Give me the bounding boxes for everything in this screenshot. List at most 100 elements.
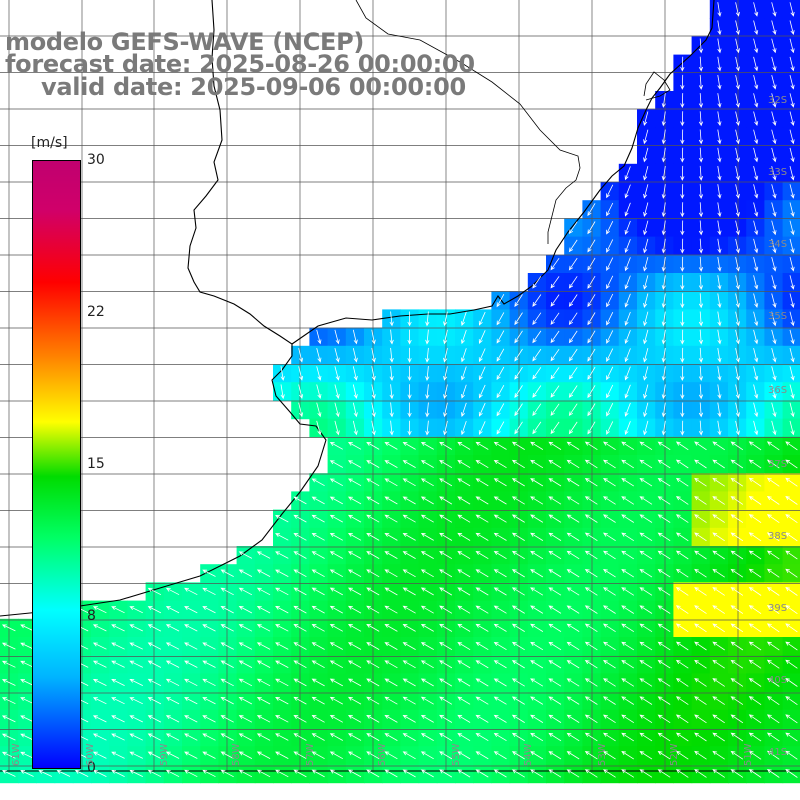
wind-arrow bbox=[202, 715, 216, 723]
wind-arrow bbox=[352, 348, 358, 363]
wind-arrow bbox=[493, 642, 507, 651]
wind-arrow bbox=[643, 384, 649, 399]
wind-arrow bbox=[712, 514, 725, 523]
wind-arrow bbox=[511, 732, 525, 742]
wind-arrow bbox=[661, 311, 666, 327]
wind-arrow bbox=[766, 605, 780, 615]
wind-arrow bbox=[566, 732, 580, 742]
wind-arrow bbox=[311, 569, 325, 578]
wind-arrow bbox=[311, 533, 325, 541]
wind-arrow bbox=[371, 366, 376, 381]
wind-arrow bbox=[694, 769, 707, 778]
wind-arrow bbox=[698, 293, 704, 309]
wind-arrow bbox=[496, 385, 505, 399]
wind-arrow bbox=[352, 420, 358, 436]
wind-arrow bbox=[511, 532, 525, 541]
speed-cell bbox=[600, 345, 620, 365]
wind-arrow bbox=[439, 605, 453, 614]
wind-arrow bbox=[92, 642, 107, 650]
wind-arrow bbox=[298, 348, 304, 363]
wind-arrow bbox=[184, 678, 198, 687]
wind-arrow bbox=[694, 750, 707, 760]
wind-arrow bbox=[493, 605, 507, 614]
wind-arrow bbox=[548, 550, 562, 560]
wind-arrow bbox=[275, 551, 289, 559]
speed-cell bbox=[564, 382, 583, 401]
wind-arrow bbox=[584, 750, 598, 760]
wind-arrow bbox=[771, 111, 777, 126]
wind-arrow bbox=[789, 2, 795, 17]
wind-arrow bbox=[657, 641, 671, 651]
wind-arrow bbox=[566, 751, 580, 760]
wind-arrow bbox=[275, 715, 289, 723]
wind-arrow bbox=[530, 696, 544, 705]
wind-arrow bbox=[766, 495, 780, 505]
wind-arrow bbox=[347, 624, 362, 632]
wind-arrow bbox=[384, 696, 398, 705]
wind-arrow bbox=[643, 238, 649, 254]
wind-arrow bbox=[771, 184, 777, 199]
wind-arrow bbox=[748, 441, 762, 451]
wind-arrow bbox=[643, 329, 649, 345]
wind-arrow bbox=[275, 642, 289, 650]
wind-arrow bbox=[730, 696, 744, 705]
wind-arrow bbox=[293, 514, 307, 523]
wind-arrow bbox=[603, 714, 616, 724]
wind-arrow bbox=[366, 496, 380, 505]
wind-arrow bbox=[496, 403, 505, 417]
wind-arrow bbox=[316, 402, 322, 418]
wind-arrow bbox=[624, 239, 631, 254]
wind-arrow bbox=[329, 587, 343, 596]
wind-arrow bbox=[402, 460, 416, 468]
wind-arrow bbox=[606, 384, 614, 399]
wind-arrow bbox=[475, 569, 489, 578]
wind-arrow bbox=[548, 714, 562, 723]
wind-arrow bbox=[568, 312, 578, 326]
wind-arrow bbox=[352, 402, 358, 418]
wind-arrow bbox=[496, 312, 505, 326]
coastline-uruguay-brazil bbox=[291, 0, 715, 345]
wind-arrow bbox=[532, 403, 542, 417]
wind-arrow bbox=[566, 678, 580, 687]
wind-arrow bbox=[771, 347, 777, 363]
speed-cell bbox=[782, 91, 800, 110]
wind-arrow bbox=[457, 460, 471, 469]
wind-arrow bbox=[771, 238, 777, 254]
wind-arrow bbox=[603, 550, 616, 560]
wind-arrow bbox=[694, 532, 707, 542]
wind-arrow bbox=[639, 769, 653, 778]
wind-arrow bbox=[493, 496, 507, 505]
wind-arrow bbox=[639, 514, 653, 523]
wind-arrow bbox=[475, 623, 489, 632]
wind-arrow bbox=[766, 696, 780, 706]
colorbar-tick: 8 bbox=[87, 608, 96, 624]
wind-arrow bbox=[661, 165, 666, 181]
wind-arrow bbox=[771, 38, 777, 54]
wind-arrow bbox=[389, 420, 394, 436]
wind-arrow bbox=[753, 2, 759, 17]
wind-arrow bbox=[698, 311, 704, 327]
wind-arrow bbox=[530, 641, 544, 651]
wind-arrow bbox=[329, 514, 343, 523]
wind-arrow bbox=[603, 477, 616, 487]
wind-arrow bbox=[566, 514, 580, 523]
wind-arrow bbox=[371, 329, 376, 345]
wind-arrow bbox=[548, 478, 562, 487]
wind-arrow bbox=[657, 550, 671, 560]
wind-arrow bbox=[766, 659, 780, 669]
wind-arrow bbox=[789, 111, 795, 126]
wind-arrow bbox=[92, 660, 107, 668]
wind-arrow bbox=[184, 715, 198, 723]
wind-arrow bbox=[147, 733, 162, 741]
wind-arrow bbox=[639, 750, 653, 760]
wind-arrow bbox=[753, 166, 759, 181]
wind-arrow bbox=[717, 74, 722, 90]
wind-arrow bbox=[603, 732, 616, 742]
wind-arrow bbox=[624, 257, 631, 272]
wind-arrow bbox=[568, 348, 578, 362]
colorbar-tick: 15 bbox=[87, 456, 105, 472]
wind-arrow bbox=[753, 38, 759, 54]
wind-arrow bbox=[111, 751, 125, 759]
wind-arrow bbox=[675, 496, 689, 505]
wind-arrow bbox=[329, 696, 343, 705]
